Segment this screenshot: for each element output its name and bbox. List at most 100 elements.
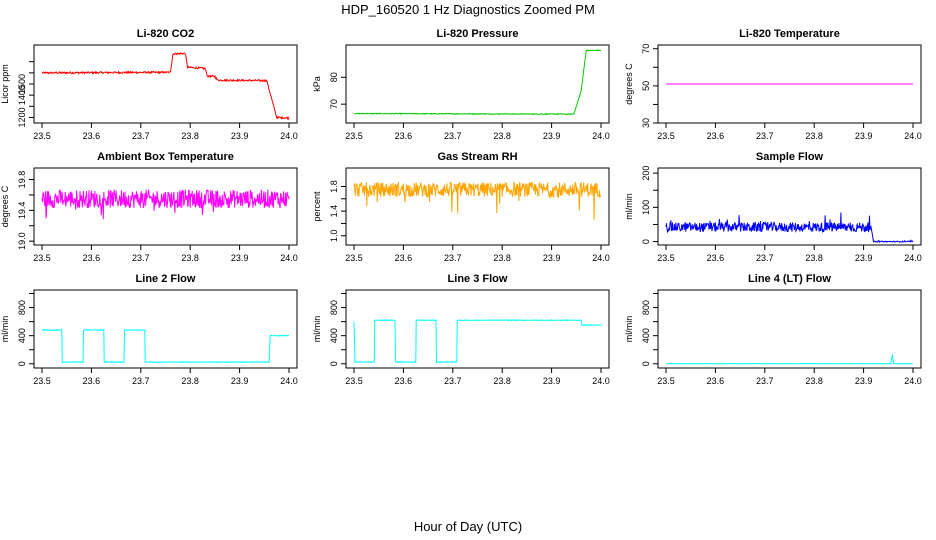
x-tick-label: 24.0 (904, 253, 922, 263)
y-tick-label: 1.0 (329, 230, 339, 243)
y-tick-label: 70 (641, 44, 651, 54)
series-line (353, 319, 602, 364)
x-tick-label: 23.9 (543, 131, 561, 141)
y-tick-label: 1.4 (329, 205, 339, 218)
y-tick-label: 200 (641, 166, 651, 181)
plot-frame (657, 44, 922, 124)
panel-title: Line 3 Flow (448, 273, 508, 285)
x-tick-label: 23.5 (345, 131, 363, 141)
y-axis-label: degrees C (0, 185, 10, 227)
panel-title: Li-820 Temperature (739, 28, 840, 40)
x-tick-label: 23.7 (132, 253, 150, 263)
y-tick-label: 800 (329, 300, 339, 315)
y-tick-label: 19.8 (17, 171, 27, 189)
panel-title: Sample Flow (756, 151, 824, 163)
x-tick-label: 23.5 (33, 376, 51, 386)
series-line (41, 328, 289, 364)
y-tick-label: 0 (329, 361, 339, 366)
x-tick-label: 23.9 (231, 253, 249, 263)
x-tick-label: 23.5 (345, 253, 363, 263)
x-tick-label: 23.5 (657, 253, 675, 263)
figure-title: HDP_160520 1 Hz Diagnostics Zoomed PM (341, 2, 595, 17)
x-tick-label: 23.6 (83, 131, 101, 141)
y-tick-label: 800 (17, 300, 27, 315)
y-axis-label: Licor ppm (0, 64, 10, 104)
x-tick-label: 23.7 (756, 376, 774, 386)
y-tick-label: 1500 (17, 74, 27, 94)
x-tick-label: 23.8 (181, 376, 199, 386)
x-tick-label: 23.7 (756, 253, 774, 263)
x-tick-label: 23.8 (493, 253, 511, 263)
x-tick-label: 23.5 (33, 253, 51, 263)
x-tick-label: 23.5 (657, 376, 675, 386)
x-tick-label: 24.0 (280, 253, 298, 263)
x-tick-label: 24.0 (592, 376, 610, 386)
x-tick-label: 23.9 (855, 131, 873, 141)
panel-8: Line 3 Flow ml/min 23.5 23.6 23.7 23.8 23.9 24.… (312, 273, 610, 386)
x-tick-label: 23.7 (132, 376, 150, 386)
y-axis-label: ml/min (0, 316, 10, 343)
panel-title: Line 4 (LT) Flow (748, 273, 831, 285)
x-tick-label: 23.9 (231, 131, 249, 141)
x-tick-label: 23.6 (395, 376, 413, 386)
y-tick-label: 400 (17, 328, 27, 343)
x-tick-label: 24.0 (280, 376, 298, 386)
y-tick-label: 1400 (17, 85, 27, 105)
x-tick-label: 23.8 (493, 376, 511, 386)
x-tick-label: 23.6 (707, 376, 725, 386)
chart-panels: Li-820 CO2 Licor ppm 23.5 23.6 23.7 23.8 23.9 2… (0, 28, 922, 386)
y-tick-label: 0 (641, 239, 651, 244)
series-line (41, 189, 290, 220)
panel-5: Gas Stream RH percent 23.5 23.6 23.7 23.8 23.9… (312, 151, 610, 263)
y-tick-label: 100 (641, 200, 651, 215)
y-axis-label: ml/min (624, 193, 634, 220)
x-tick-label: 23.9 (543, 376, 561, 386)
panel-1: Li-820 CO2 Licor ppm 23.5 23.6 23.7 23.8 23.9 2… (0, 28, 298, 141)
plot-frame (345, 289, 610, 369)
y-tick-label: 19.0 (17, 232, 27, 250)
x-tick-label: 24.0 (592, 131, 610, 141)
plot-frame (345, 44, 610, 124)
x-tick-label: 24.0 (904, 131, 922, 141)
y-axis-label: kPa (312, 76, 322, 92)
x-tick-label: 24.0 (592, 253, 610, 263)
x-tick-label: 23.5 (657, 131, 675, 141)
y-tick-label: 0 (17, 361, 27, 366)
x-tick-label: 23.5 (345, 376, 363, 386)
y-axis-label: ml/min (312, 316, 322, 343)
y-axis-label: ml/min (624, 316, 634, 343)
x-tick-label: 24.0 (904, 376, 922, 386)
x-tick-label: 23.8 (805, 253, 823, 263)
x-tick-label: 23.7 (444, 253, 462, 263)
x-tick-label: 23.9 (231, 376, 249, 386)
plot-frame (345, 167, 610, 246)
y-tick-label: 800 (641, 300, 651, 315)
plot-frame (657, 289, 922, 369)
x-axis-label: Hour of Day (UTC) (414, 519, 522, 534)
x-tick-label: 23.6 (395, 131, 413, 141)
panel-2: Li-820 Pressure kPa 23.5 23.6 23.7 23.8 23.9 24… (312, 28, 610, 141)
x-tick-label: 23.8 (181, 253, 199, 263)
x-tick-label: 23.6 (707, 131, 725, 141)
y-tick-label: 19.4 (17, 202, 27, 220)
x-tick-label: 23.6 (83, 253, 101, 263)
y-tick-label: 80 (329, 72, 339, 82)
series-line (353, 49, 602, 116)
y-axis-label: percent (312, 191, 322, 222)
x-tick-label: 23.6 (707, 253, 725, 263)
y-tick-label: 1.8 (329, 180, 339, 193)
plot-frame (33, 44, 298, 124)
series-line (41, 51, 290, 121)
x-tick-label: 23.5 (33, 131, 51, 141)
panel-title: Gas Stream RH (437, 151, 517, 163)
plot-frame (657, 167, 922, 246)
x-tick-label: 23.7 (444, 376, 462, 386)
series-line (665, 354, 914, 365)
x-tick-label: 23.8 (805, 131, 823, 141)
x-tick-label: 23.7 (756, 131, 774, 141)
series-line (353, 181, 602, 220)
y-tick-label: 400 (641, 328, 651, 343)
panel-title: Line 2 Flow (136, 273, 196, 285)
panel-title: Ambient Box Temperature (97, 151, 234, 163)
panel-4: Ambient Box Temperature degrees C 23.5 23.6… (0, 151, 298, 263)
